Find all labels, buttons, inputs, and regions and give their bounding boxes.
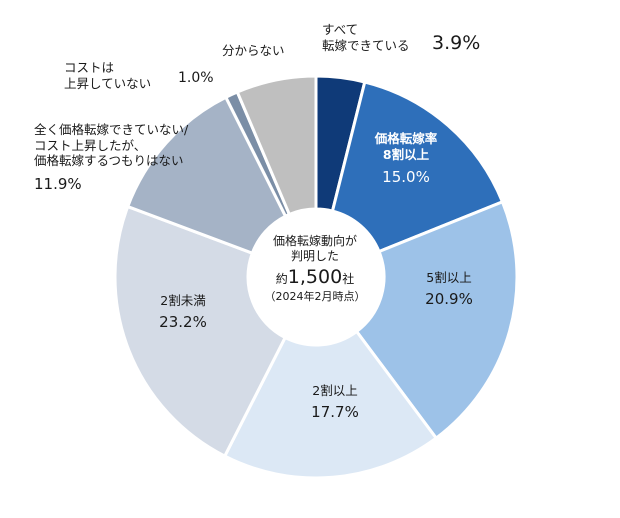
- label-not-passed-line3: 価格転嫁するつもりはない: [34, 153, 184, 169]
- value-not-passed: 11.9%: [34, 174, 82, 193]
- value-all-passed: 3.9%: [432, 32, 481, 54]
- label-under-20pct-line1: 2割未満: [160, 293, 206, 308]
- label-unknown: 分からない: [222, 43, 285, 58]
- center-note: （2024年2月時点）: [264, 289, 366, 303]
- label-50pct-plus-line1: 5割以上: [426, 270, 472, 285]
- value-under-20pct: 23.2%: [159, 312, 207, 331]
- value-20pct-plus: 17.7%: [311, 402, 359, 421]
- label-80pct-plus: 価格転嫁率 8割以上 15.0%: [356, 131, 456, 187]
- center-count-suffix: 社: [342, 272, 355, 286]
- label-20pct-plus-line1: 2割以上: [312, 383, 358, 398]
- center-count-prefix: 約: [275, 272, 288, 286]
- donut-hole: [248, 209, 384, 345]
- label-50pct-plus: 5割以上 20.9%: [404, 270, 494, 308]
- label-not-passed-line1: 全く価格転嫁できていない/: [34, 122, 189, 137]
- center-count-line: 約1,500社: [250, 266, 380, 290]
- center-count: 1,500: [287, 266, 343, 288]
- label-80pct-plus-line1: 価格転嫁率: [374, 131, 438, 146]
- label-no-cost-rise: コストは 上昇していない: [64, 60, 151, 91]
- label-all-passed-line2: 転嫁できている: [322, 37, 410, 53]
- slice-2: [354, 199, 519, 441]
- label-all-passed: すべて 転嫁できている: [322, 22, 410, 53]
- label-under-20pct: 2割未満 23.2%: [138, 293, 228, 331]
- label-all-passed-line1: すべて: [322, 22, 359, 37]
- center-line1: 価格転嫁動向が: [272, 234, 357, 248]
- value-50pct-plus: 20.9%: [425, 289, 473, 308]
- center-label: 価格転嫁動向が 判明した 約1,500社 （2024年2月時点）: [250, 234, 380, 304]
- value-no-cost-rise: 1.0%: [178, 70, 214, 86]
- label-no-cost-rise-line1: コストは: [64, 60, 115, 75]
- label-no-cost-rise-line2: 上昇していない: [64, 75, 152, 91]
- center-line2: 判明した: [290, 249, 339, 263]
- label-20pct-plus: 2割以上 17.7%: [290, 383, 380, 421]
- label-80pct-plus-line2: 8割以上: [382, 146, 430, 162]
- value-80pct-plus: 15.0%: [382, 168, 430, 187]
- label-not-passed: 全く価格転嫁できていない/ コスト上昇したが、 価格転嫁するつもりはない 11.…: [34, 122, 188, 194]
- label-not-passed-line2: コスト上昇したが、: [34, 137, 147, 153]
